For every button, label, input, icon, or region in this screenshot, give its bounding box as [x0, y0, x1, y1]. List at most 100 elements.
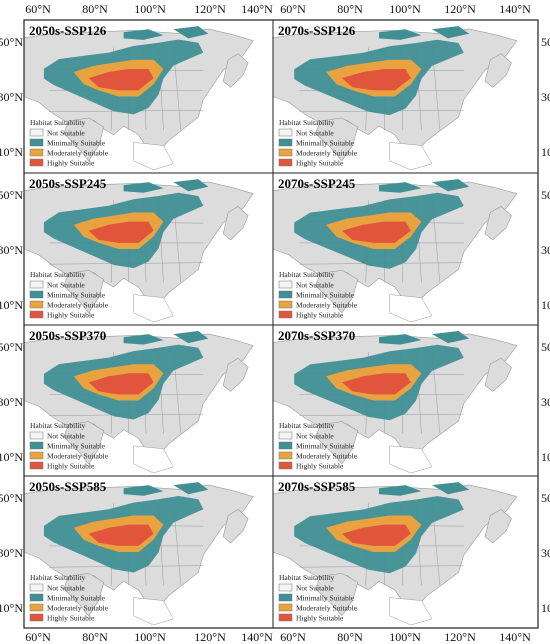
bottom-axis-label: 80°N — [337, 630, 363, 644]
legend-swatch — [29, 148, 44, 157]
figure-frame — [23, 19, 539, 629]
legend-swatch — [29, 461, 44, 470]
minimally-suitable-patch — [432, 482, 470, 495]
legend-title: Habitat Suitability — [279, 421, 334, 430]
right-axis-label: 50°N — [541, 188, 550, 202]
legend-label: Highly Suitable — [47, 614, 95, 623]
left-axis-label: 30°N — [0, 395, 23, 409]
legend-swatch — [278, 280, 293, 289]
japan-islands — [484, 206, 512, 241]
legend-label: Moderately Suitable — [47, 452, 109, 461]
india-subcontinent — [315, 421, 359, 465]
legend-label: Not Suitable — [47, 281, 85, 290]
bottom-axis-label: 80°N — [82, 630, 108, 644]
bottom-axis-label: 140°N — [241, 630, 273, 644]
legend-swatch — [29, 280, 44, 289]
japan-islands — [484, 357, 512, 392]
minimally-suitable-patch — [379, 29, 422, 40]
map-panel: 2050s-SSP245 Habitat Suitability Not Suita… — [23, 172, 274, 326]
legend-label: Minimally Suitable — [47, 442, 106, 451]
top-axis-label: 120°N — [194, 2, 226, 16]
minimally-suitable-patch — [123, 334, 164, 345]
legend-label: Not Suitable — [47, 129, 85, 138]
right-axis-label: 10°N — [541, 601, 550, 615]
legend-label: Moderately Suitable — [47, 149, 109, 158]
legend-title: Habitat Suitability — [279, 573, 334, 582]
highly-suitable-area — [341, 373, 411, 395]
south-china-sea — [389, 445, 433, 474]
legend-swatch — [29, 128, 44, 137]
right-axis-label: 30°N — [541, 395, 550, 409]
minimally-suitable-patch — [173, 331, 209, 344]
panel-title: 2070s-SSP370 — [278, 328, 355, 343]
left-axis-label: 50°N — [0, 188, 23, 202]
minimally-suitable-patch — [432, 331, 470, 344]
map-panel: 2070s-SSP245 Habitat Suitability Not Suita… — [272, 172, 539, 326]
japan-islands — [222, 206, 249, 241]
legend-title: Habitat Suitability — [30, 270, 85, 279]
legend-label: Moderately Suitable — [296, 452, 358, 461]
legend-label: Moderately Suitable — [47, 301, 109, 310]
right-axis-label: 30°N — [541, 243, 550, 257]
legend-label: Highly Suitable — [296, 311, 344, 320]
right-axis-label: 10°N — [541, 145, 550, 159]
legend-swatch — [278, 441, 293, 450]
legend-title: Habitat Suitability — [30, 573, 85, 582]
right-axis-label: 50°N — [541, 491, 550, 505]
legend-swatch — [278, 128, 293, 137]
legend-swatch — [29, 593, 44, 602]
bottom-axis-label: 120°N — [194, 630, 226, 644]
map-panel: 2070s-SSP370 Habitat Suitability Not Suita… — [272, 324, 539, 477]
south-china-sea — [133, 445, 174, 474]
legend-label: Minimally Suitable — [296, 291, 355, 300]
minimally-suitable-patch — [432, 26, 470, 39]
legend-label: Highly Suitable — [296, 462, 344, 471]
legend-label: Moderately Suitable — [47, 604, 109, 613]
japan-islands — [222, 53, 249, 88]
legend-swatch — [29, 158, 44, 167]
highly-suitable-area — [88, 69, 154, 91]
map-panel: 2070s-SSP126 Habitat Suitability Not Suita… — [272, 19, 539, 174]
legend-swatch — [29, 603, 44, 612]
right-axis-label: 10°N — [541, 450, 550, 464]
legend-label: Minimally Suitable — [47, 139, 106, 148]
right-axis-label: 50°N — [541, 35, 550, 49]
legend-label: Minimally Suitable — [47, 291, 106, 300]
legend-title: Habitat Suitability — [279, 118, 334, 127]
legend-label: Minimally Suitable — [47, 594, 106, 603]
legend-swatch — [29, 290, 44, 299]
top-axis-label: 140°N — [499, 2, 531, 16]
south-china-sea — [389, 142, 433, 171]
legend-label: Highly Suitable — [47, 462, 95, 471]
legend-swatch — [29, 300, 44, 309]
legend-label: Moderately Suitable — [296, 604, 358, 613]
bottom-axis-label: 100°N — [134, 630, 166, 644]
legend-label: Moderately Suitable — [296, 301, 358, 310]
top-axis-label: 60°N — [280, 2, 306, 16]
bottom-axis-label: 120°N — [444, 630, 476, 644]
india-subcontinent — [315, 572, 359, 617]
map-panel: 2050s-SSP585 Habitat Suitability Not Suita… — [23, 475, 274, 629]
india-subcontinent — [315, 269, 359, 314]
minimally-suitable-patch — [173, 179, 209, 192]
panel-title: 2050s-SSP126 — [29, 23, 107, 38]
india-subcontinent — [63, 117, 105, 162]
legend-title: Habitat Suitability — [30, 118, 85, 127]
legend-swatch — [278, 613, 293, 622]
bottom-axis-label: 60°N — [280, 630, 306, 644]
japan-islands — [484, 509, 512, 544]
minimally-suitable-patch — [379, 182, 422, 193]
legend-label: Not Suitable — [296, 432, 334, 441]
legend-label: Minimally Suitable — [296, 139, 355, 148]
top-axis-label: 140°N — [241, 2, 273, 16]
top-axis-label: 60°N — [25, 2, 51, 16]
legend-label: Minimally Suitable — [296, 594, 355, 603]
panel-title: 2070s-SSP126 — [278, 23, 356, 38]
minimally-suitable-patch — [123, 485, 164, 496]
south-china-sea — [133, 142, 174, 171]
left-axis-label: 10°N — [0, 601, 23, 615]
map-panel: 2070s-SSP585 Habitat Suitability Not Suita… — [272, 475, 539, 629]
legend-swatch — [278, 603, 293, 612]
legend-label: Highly Suitable — [47, 311, 95, 320]
highly-suitable-area — [341, 524, 411, 546]
